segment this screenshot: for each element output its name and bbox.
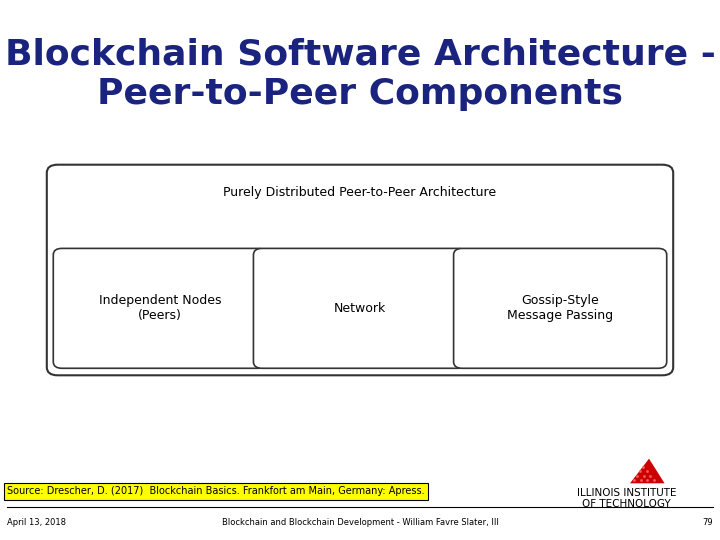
- Text: April 13, 2018: April 13, 2018: [7, 518, 66, 527]
- Text: Network: Network: [334, 302, 386, 315]
- FancyBboxPatch shape: [47, 165, 673, 375]
- Text: Independent Nodes
(Peers): Independent Nodes (Peers): [99, 294, 221, 322]
- Text: Blockchain and Blockchain Development - William Favre Slater, III: Blockchain and Blockchain Development - …: [222, 518, 498, 527]
- Text: 79: 79: [702, 518, 713, 527]
- Text: Gossip-Style
Message Passing: Gossip-Style Message Passing: [507, 294, 613, 322]
- Text: Source: Drescher, D. (2017)  Blockchain Basics. Frankfort am Main, Germany: Apre: Source: Drescher, D. (2017) Blockchain B…: [7, 487, 425, 496]
- Polygon shape: [630, 458, 665, 483]
- FancyBboxPatch shape: [253, 248, 467, 368]
- FancyBboxPatch shape: [53, 248, 266, 368]
- Text: Blockchain Software Architecture -
Peer-to-Peer Components: Blockchain Software Architecture - Peer-…: [4, 38, 716, 111]
- FancyBboxPatch shape: [454, 248, 667, 368]
- Text: Purely Distributed Peer-to-Peer Architecture: Purely Distributed Peer-to-Peer Architec…: [223, 186, 497, 199]
- Text: ILLINOIS INSTITUTE
OF TECHNOLOGY: ILLINOIS INSTITUTE OF TECHNOLOGY: [577, 488, 676, 509]
